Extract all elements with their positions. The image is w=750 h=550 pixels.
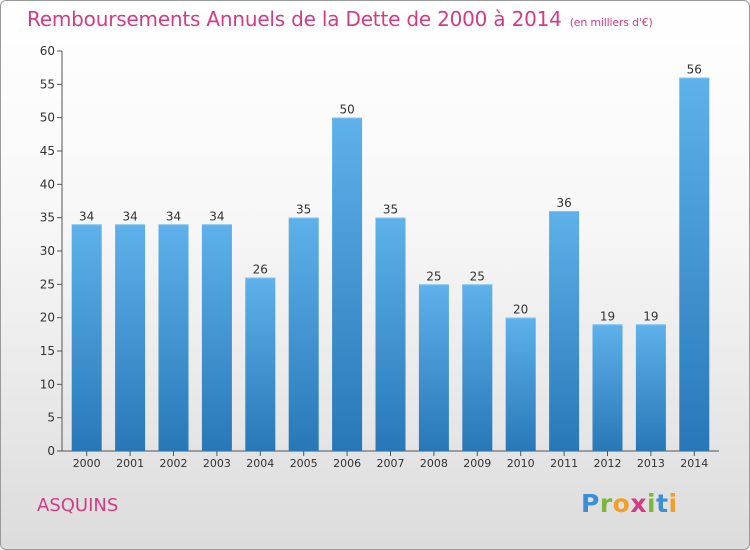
bar (549, 211, 580, 451)
bar (332, 117, 363, 452)
chart-title-text: Remboursements Annuels de la Dette de 20… (27, 7, 562, 31)
x-tick-label: 2004 (246, 457, 274, 470)
bar (592, 324, 623, 451)
bar (418, 284, 449, 451)
bar (158, 224, 189, 451)
data-label: 36 (556, 196, 571, 210)
data-label: 34 (122, 209, 137, 223)
x-tick-label: 2010 (507, 457, 535, 470)
x-tick-label: 2007 (377, 457, 405, 470)
chart-subtitle: (en milliers d'€) (569, 16, 653, 29)
y-tick-label: 45 (40, 144, 55, 158)
bar (635, 324, 666, 451)
data-label: 34 (79, 209, 94, 223)
chart-title: Remboursements Annuels de la Dette de 20… (27, 7, 653, 31)
x-tick-label: 2005 (290, 457, 318, 470)
bar (201, 224, 232, 451)
bar (462, 284, 493, 451)
data-label: 56 (687, 63, 702, 77)
data-label: 34 (209, 209, 224, 223)
y-tick-label: 50 (40, 111, 55, 125)
logo-letter: r (599, 489, 613, 518)
x-tick-label: 2012 (594, 457, 622, 470)
y-tick-label: 20 (40, 311, 55, 325)
y-tick-label: 25 (40, 277, 55, 291)
data-label: 50 (339, 103, 354, 117)
logo-letter: t (656, 489, 669, 518)
y-tick-label: 30 (40, 244, 55, 258)
y-tick-label: 40 (40, 177, 55, 191)
logo-letter: o (612, 489, 631, 518)
x-tick-label: 2000 (73, 457, 101, 470)
commune-name: ASQUINS (37, 495, 119, 516)
x-tick-label: 2008 (420, 457, 448, 470)
y-tick-label: 15 (40, 344, 55, 358)
proxiti-logo: Proxiti (581, 489, 678, 518)
bar (505, 317, 536, 451)
y-tick-label: 0 (47, 444, 55, 458)
data-label: 26 (253, 263, 268, 277)
y-tick-label: 5 (47, 411, 55, 425)
logo-letter: x (630, 489, 647, 518)
bar (71, 224, 102, 451)
data-label: 19 (643, 309, 658, 323)
x-tick-label: 2014 (680, 457, 708, 470)
bar (679, 77, 710, 452)
x-tick-label: 2011 (550, 457, 578, 470)
x-tick-label: 2001 (116, 457, 144, 470)
logo-letter: i (647, 489, 657, 518)
data-label: 25 (470, 269, 485, 283)
x-tick-label: 2002 (160, 457, 188, 470)
x-tick-label: 2013 (637, 457, 665, 470)
data-label: 35 (296, 203, 311, 217)
bar (115, 224, 146, 451)
bar (245, 277, 276, 451)
data-label: 25 (426, 269, 441, 283)
x-tick-label: 2006 (333, 457, 361, 470)
logo-letter: i (668, 489, 678, 518)
data-label: 20 (513, 303, 528, 317)
x-tick-label: 2003 (203, 457, 231, 470)
bar (375, 217, 406, 451)
y-tick-label: 10 (40, 377, 55, 391)
logo-letter: P (581, 489, 600, 518)
y-tick-label: 55 (40, 77, 55, 91)
data-label: 34 (166, 209, 181, 223)
bar (288, 217, 319, 451)
y-tick-label: 35 (40, 211, 55, 225)
y-tick-label: 60 (40, 44, 55, 58)
x-tick-label: 2009 (463, 457, 491, 470)
data-label: 19 (600, 309, 615, 323)
data-label: 35 (383, 203, 398, 217)
